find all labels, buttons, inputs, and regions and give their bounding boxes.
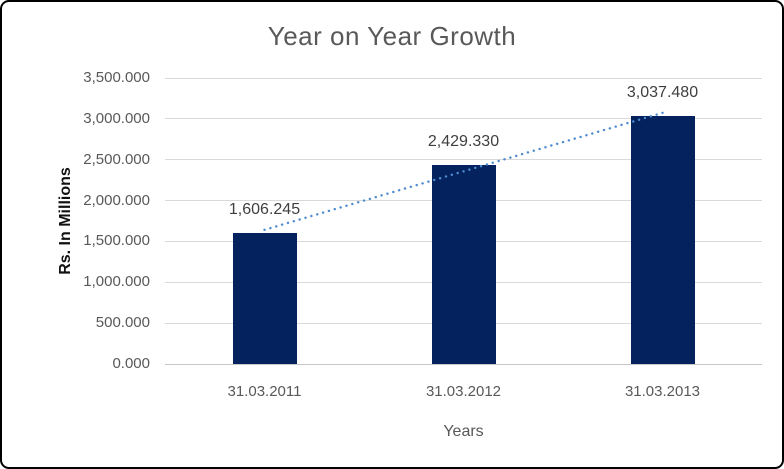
x-axis-line (165, 363, 762, 365)
y-tick-label: 500.000 (95, 314, 150, 332)
x-tick-label: 31.03.2013 (624, 383, 701, 400)
y-axis-title: Rs. In Millions (57, 167, 74, 275)
y-tick-label: 1,500.000 (83, 232, 150, 250)
bar-value-label: 1,606.245 (228, 200, 301, 218)
x-tick-label: 31.03.2011 (227, 383, 302, 400)
chart-title: Year on Year Growth (267, 21, 517, 51)
bar-value-label: 3,037.480 (626, 83, 699, 101)
y-tick-label: 2,000.000 (83, 191, 150, 209)
y-tick-label: 3,500.000 (83, 69, 150, 86)
bar-31.03.2013 (630, 115, 695, 364)
y-tick-label: 0.000 (112, 355, 150, 372)
y-tick-label: 2,500.000 (83, 150, 150, 168)
x-tick-label: 31.03.2012 (425, 383, 502, 400)
gridline (165, 77, 762, 79)
y-tick-label: 1,000.000 (83, 273, 150, 291)
bar-value-label: 2,429.330 (427, 133, 500, 151)
x-axis-title: Years (443, 423, 484, 440)
bar-31.03.2011 (232, 232, 297, 364)
bar-31.03.2012 (431, 165, 496, 364)
y-tick-label: 3,000.000 (83, 109, 150, 127)
